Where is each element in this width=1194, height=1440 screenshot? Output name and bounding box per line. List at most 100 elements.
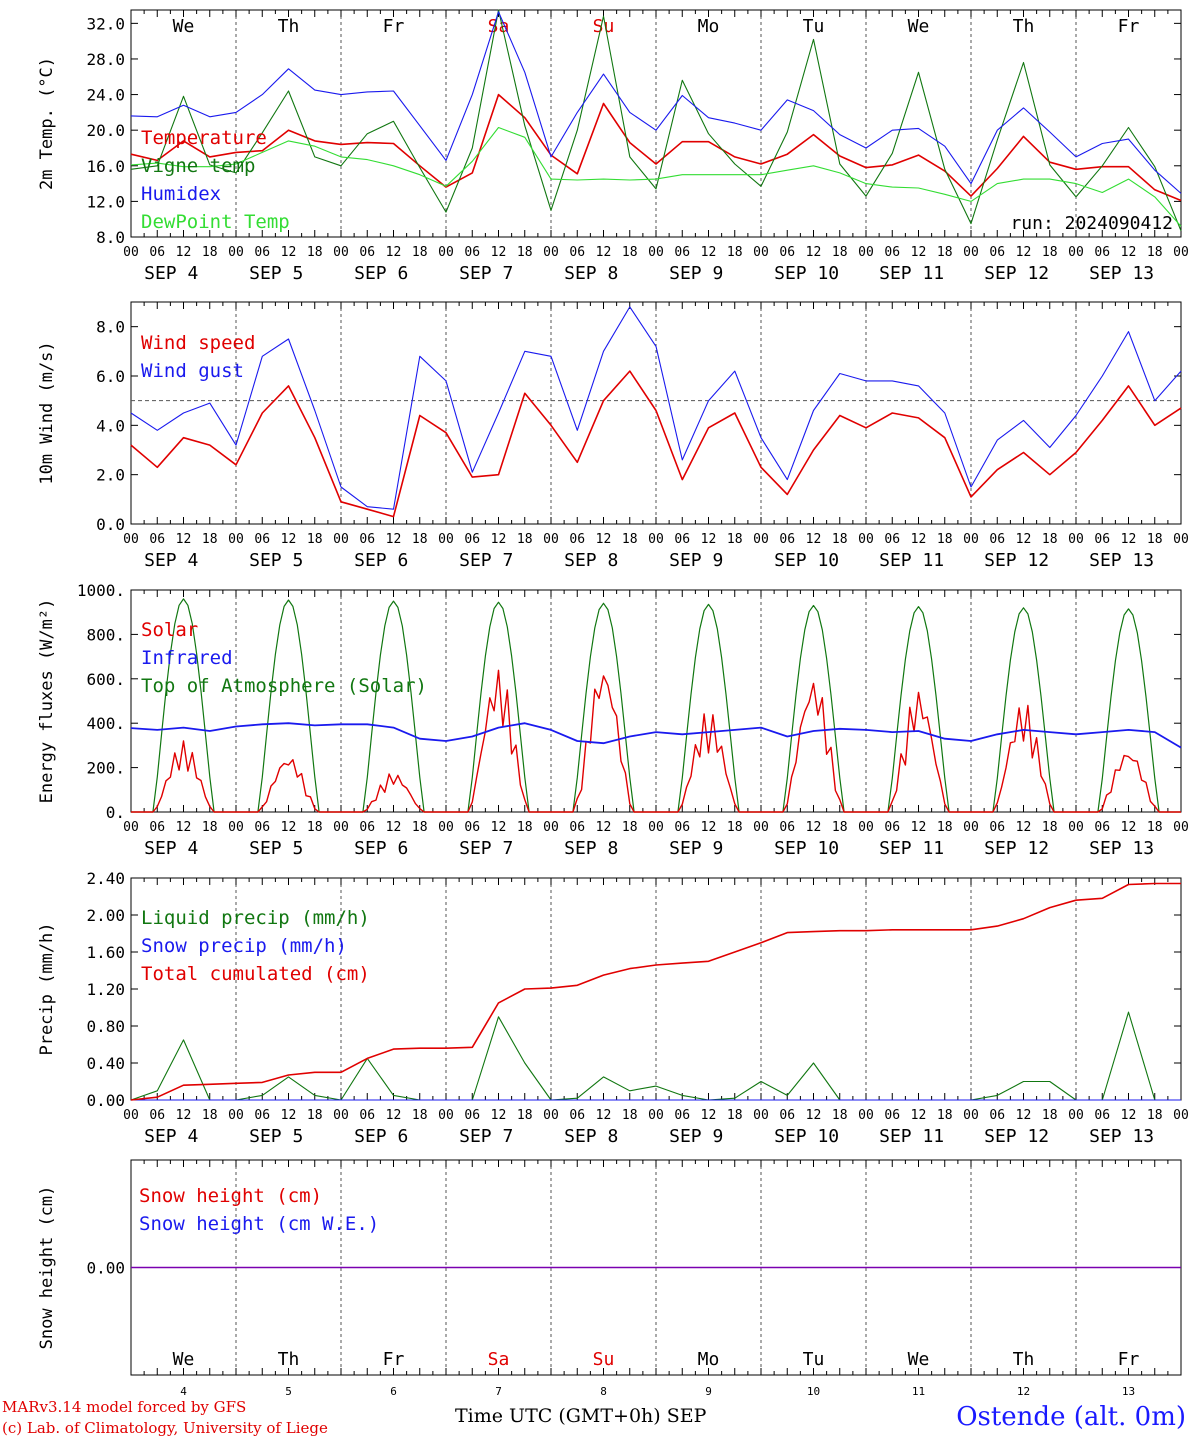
weekday-label: We (908, 16, 930, 37)
date-label: SEP 11 (879, 838, 944, 859)
hour-tick-label: 18 (1147, 532, 1163, 547)
hour-tick-label: 00 (753, 245, 769, 260)
hour-tick-label: 12 (176, 1108, 192, 1123)
hour-tick-label: 12 (596, 820, 612, 835)
hour-tick-label: 06 (149, 820, 165, 835)
hour-tick-label: 06 (779, 532, 795, 547)
hour-tick-label: 12 (491, 532, 507, 547)
hour-tick-label: 18 (517, 245, 533, 260)
hour-tick-label: 18 (1042, 245, 1058, 260)
weekday-label: Fr (1118, 16, 1140, 37)
station-label: Ostende (alt. 0m) (956, 1402, 1186, 1432)
hour-tick-label: 18 (202, 820, 218, 835)
time-axis-label: Time UTC (GMT+0h) SEP (455, 1405, 707, 1427)
hour-tick-label: 12 (911, 245, 927, 260)
hour-tick-label: 18 (307, 820, 323, 835)
run-annotation: run: 2024090412 (1010, 213, 1173, 234)
y-tick-label: 8.0 (96, 228, 125, 247)
series-line-liquid-precip-mm-h- (130, 1011, 1181, 1101)
date-label: SEP 4 (144, 1126, 198, 1147)
hour-tick-label: 06 (254, 245, 270, 260)
date-label: SEP 9 (669, 263, 723, 284)
hour-tick-label: 12 (806, 820, 822, 835)
date-label: SEP 9 (669, 838, 723, 859)
hour-tick-label: 12 (1016, 245, 1032, 260)
hour-tick-label: 18 (202, 532, 218, 547)
hour-tick-label: 18 (727, 532, 743, 547)
panel-precip: 0.00 0.40 0.80 1.20 1.60 2.00 2.40 Precip (mm/h… (37, 869, 1189, 1147)
hour-tick-label: 06 (989, 1108, 1005, 1123)
hour-tick-label: 12 (491, 245, 507, 260)
hour-tick-label: 06 (254, 1108, 270, 1123)
hour-tick-label: 06 (359, 820, 375, 835)
y-tick-label: 200. (86, 759, 125, 778)
weekday-label: Su (593, 16, 615, 37)
panel-wind: 0.0 2.0 4.0 6.0 8.0 10m Wind (m/s) 00 06 12 18 00 0… (37, 301, 1189, 571)
hour-tick-label: 12 (1121, 1108, 1137, 1123)
legend-label: Wind speed (141, 332, 255, 354)
hour-tick-label: 12 (491, 1108, 507, 1123)
hour-tick-label: 12 (176, 820, 192, 835)
hour-tick-label: 18 (412, 532, 428, 547)
date-label: SEP 5 (249, 263, 303, 284)
hour-tick-label: 18 (202, 1108, 218, 1123)
y-tick-label: 12.0 (86, 192, 125, 211)
date-label: SEP 12 (984, 263, 1049, 284)
y-tick-label: 32.0 (86, 14, 125, 33)
hour-tick-label: 18 (1147, 820, 1163, 835)
hour-tick-label: 00 (438, 245, 454, 260)
hour-tick-label: 00 (858, 820, 874, 835)
hour-tick-label: 18 (202, 245, 218, 260)
hour-tick-label: 18 (937, 820, 953, 835)
hour-tick-label: 12 (386, 820, 402, 835)
day-number-label: 9 (705, 1385, 712, 1398)
hour-tick-label: 00 (1068, 245, 1084, 260)
hour-tick-label: 06 (359, 532, 375, 547)
hour-tick-label: 00 (963, 532, 979, 547)
date-label: SEP 11 (879, 550, 944, 571)
legend-label: DewPoint Temp (141, 211, 290, 233)
date-label: SEP 7 (459, 838, 513, 859)
y-tick-label: 20.0 (86, 121, 125, 140)
hour-tick-label: 12 (1121, 245, 1137, 260)
hour-tick-label: 12 (806, 532, 822, 547)
series-line-humidex (130, 11, 1182, 194)
hour-tick-label: 12 (281, 820, 297, 835)
y-axis-label: 2m Temp. (°C) (37, 57, 57, 190)
series-line-vigne-temp (130, 9, 1182, 232)
date-label: SEP 12 (984, 550, 1049, 571)
date-label: SEP 6 (354, 1126, 408, 1147)
day-number-label: 11 (912, 1385, 925, 1398)
y-tick-label: 8.0 (96, 318, 125, 337)
date-label: SEP 8 (564, 550, 618, 571)
hour-tick-label: 00 (228, 245, 244, 260)
hour-tick-label: 00 (1068, 532, 1084, 547)
hour-tick-label: 18 (937, 245, 953, 260)
hour-tick-label: 18 (832, 532, 848, 547)
hour-tick-label: 00 (858, 1108, 874, 1123)
hour-tick-label: 00 (753, 820, 769, 835)
date-label: SEP 13 (1089, 1126, 1154, 1147)
weekday-label: Sa (488, 1349, 510, 1370)
date-label: SEP 7 (459, 263, 513, 284)
date-label: SEP 12 (984, 1126, 1049, 1147)
y-tick-label: 0.00 (86, 1091, 125, 1110)
hour-tick-label: 18 (727, 1108, 743, 1123)
hour-tick-label: 18 (622, 245, 638, 260)
hour-tick-label: 12 (1121, 532, 1137, 547)
credit-line-1: MARv3.14 model forced by GFS (2, 1398, 247, 1416)
day-number-label: 10 (807, 1385, 820, 1398)
weekday-label: We (173, 16, 195, 37)
hour-tick-label: 12 (701, 1108, 717, 1123)
hour-tick-label: 06 (254, 532, 270, 547)
date-label: SEP 13 (1089, 263, 1154, 284)
day-number-label: 6 (390, 1385, 397, 1398)
hour-tick-label: 18 (412, 1108, 428, 1123)
hour-tick-label: 00 (753, 1108, 769, 1123)
date-label: SEP 4 (144, 263, 198, 284)
hour-tick-label: 06 (674, 820, 690, 835)
weekday-label: Sa (488, 16, 510, 37)
series-line-wind-gust (130, 306, 1182, 510)
weekday-label: Su (593, 1349, 615, 1370)
hour-tick-label: 00 (858, 532, 874, 547)
